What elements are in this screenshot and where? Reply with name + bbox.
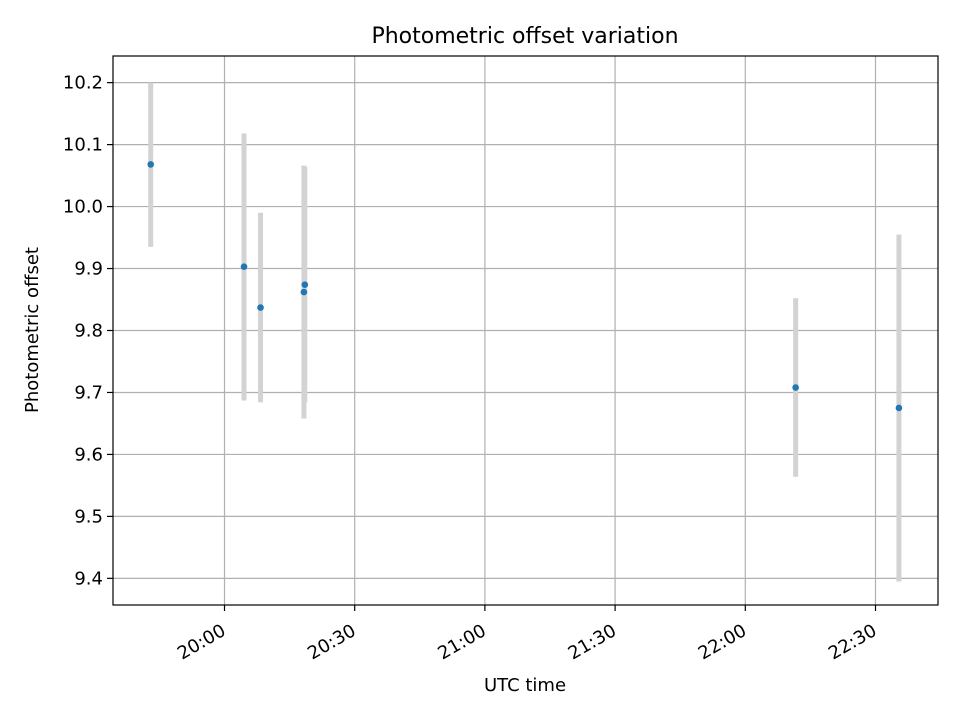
- y-tick-label: 9.9: [74, 259, 103, 280]
- x-axis-label: UTC time: [484, 675, 566, 696]
- y-tick-label: 10.0: [63, 197, 103, 218]
- chart-title: Photometric offset variation: [371, 24, 678, 49]
- data-point: [300, 288, 308, 296]
- y-tick-label: 9.7: [74, 382, 103, 403]
- data-point: [792, 384, 799, 391]
- y-axis-label: Photometric offset: [22, 247, 43, 413]
- y-tick-label: 9.6: [74, 444, 103, 465]
- data-point: [301, 281, 309, 288]
- data-points: [147, 161, 903, 412]
- data-point: [147, 161, 155, 168]
- data-point: [257, 304, 264, 311]
- y-tick-label: 9.5: [74, 506, 103, 527]
- y-tick-label: 10.2: [63, 73, 103, 94]
- y-tick-label: 9.8: [74, 321, 103, 342]
- data-point: [895, 404, 903, 412]
- y-tick-label: 9.4: [74, 568, 103, 589]
- y-tick-label: 10.1: [63, 135, 103, 156]
- data-point: [240, 263, 248, 270]
- y-axis-ticks: 9.4 9.5 9.6 9.7 9.8 9.9 10.0 10.1 10.2: [63, 73, 113, 589]
- grid: [113, 56, 938, 605]
